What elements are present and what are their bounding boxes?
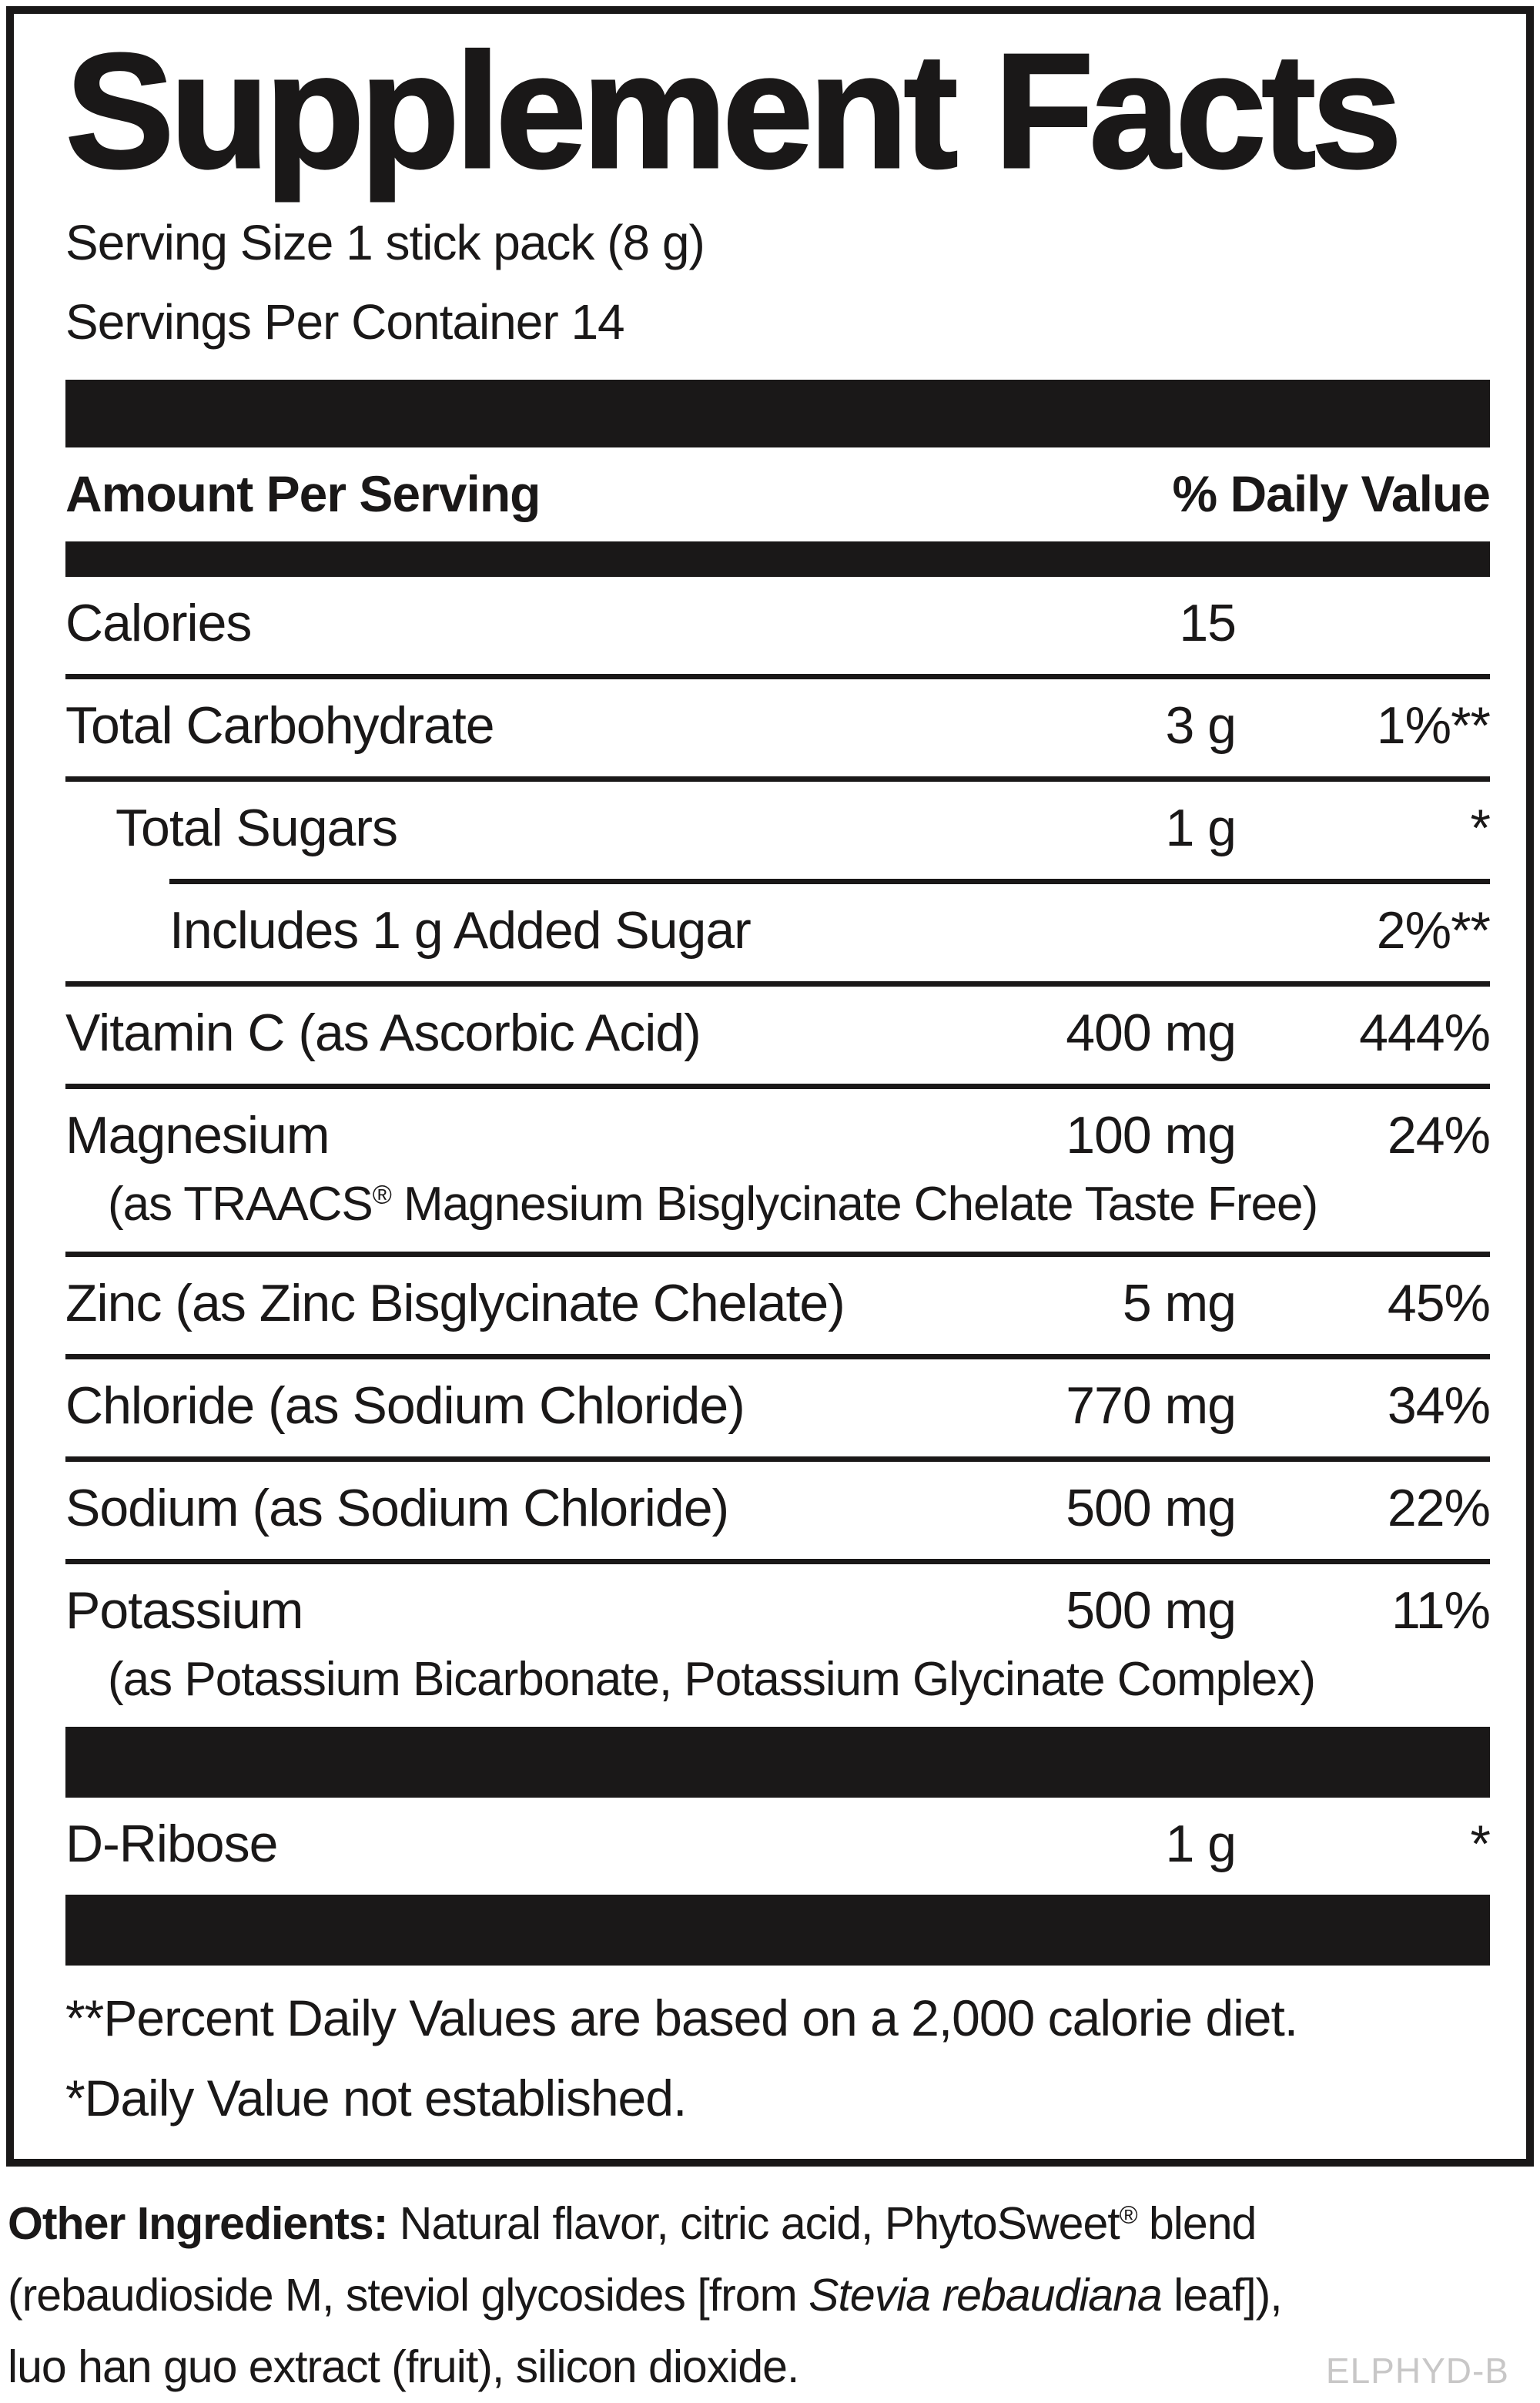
text-segment: Other Ingredients: bbox=[8, 2197, 400, 2249]
text-segment: leaf]), bbox=[1161, 2269, 1283, 2321]
row-divider bbox=[65, 1084, 1490, 1090]
nutrient-name: Chloride (as Sodium Chloride) bbox=[65, 1376, 745, 1436]
nutrient-row: Potassium 500 mg 11% bbox=[65, 1564, 1491, 1661]
nutrient-daily-value: * bbox=[1470, 1815, 1491, 1874]
other-ingredients-line-1: Other Ingredients: Natural flavor, citri… bbox=[8, 2188, 1529, 2260]
nutrient-daily-value: 444% bbox=[1359, 1004, 1491, 1063]
row-divider bbox=[65, 674, 1490, 680]
nutrient-row: Chloride (as Sodium Chloride) 770 mg 34% bbox=[65, 1359, 1491, 1456]
nutrient-daily-value: 34% bbox=[1387, 1376, 1491, 1436]
nutrient-amount: 1 g bbox=[1165, 799, 1237, 858]
nutrient-row: Sodium (as Sodium Chloride) 500 mg 22% bbox=[65, 1462, 1491, 1559]
amount-per-serving-header: Amount Per Serving bbox=[65, 465, 541, 523]
nutrient-amount: 15 bbox=[1179, 594, 1237, 653]
facts-box: Supplement Facts Serving Size 1 stick pa… bbox=[6, 6, 1534, 2167]
nutrient-amount: 100 mg bbox=[1066, 1106, 1237, 1165]
serving-size-text: Serving Size 1 stick pack (8 g) bbox=[65, 215, 705, 271]
nutrient-name: Potassium bbox=[65, 1581, 303, 1641]
text-segment: Stevia rebaudiana bbox=[808, 2269, 1163, 2321]
nutrient-name: Calories bbox=[65, 594, 252, 653]
nutrient-name: Zinc (as Zinc Bisglycinate Chelate) bbox=[65, 1274, 845, 1333]
other-ingredients-section: Other Ingredients: Natural flavor, citri… bbox=[8, 2188, 1529, 2403]
row-divider bbox=[65, 1354, 1490, 1360]
nutrient-row: Total Sugars 1 g * bbox=[65, 782, 1491, 879]
row-divider bbox=[65, 981, 1490, 987]
divider-bar-thick-mid bbox=[65, 1727, 1490, 1798]
footnotes: **Percent Daily Values are based on a 2,… bbox=[65, 1978, 1490, 2139]
text-segment: Natural flavor, citric acid, PhytoSweet bbox=[399, 2197, 1120, 2249]
text-segment: blend bbox=[1137, 2197, 1257, 2249]
servings-per-container-text: Servings Per Container 14 bbox=[65, 293, 625, 350]
d-ribose-row-container: D-Ribose 1 g * bbox=[65, 1798, 1491, 1895]
nutrient-daily-value: 24% bbox=[1387, 1106, 1491, 1165]
other-ingredients-line-2: (rebaudioside M, steviol glycosides [fro… bbox=[8, 2260, 1529, 2331]
nutrient-amount: 5 mg bbox=[1122, 1274, 1237, 1333]
nutrient-row: Total Carbohydrate 3 g 1%** bbox=[65, 679, 1491, 776]
row-divider bbox=[65, 776, 1490, 783]
label-title: Supplement Facts bbox=[65, 19, 1404, 202]
nutrient-row: Magnesium 100 mg 24% bbox=[65, 1089, 1491, 1186]
nutrient-row: D-Ribose 1 g * bbox=[65, 1798, 1491, 1895]
product-code: ELPHYD-B bbox=[1325, 2350, 1509, 2391]
nutrient-source-subline: (as TRAACS® Magnesium Bisglycinate Chela… bbox=[65, 1177, 1490, 1232]
nutrient-amount: 3 g bbox=[1165, 696, 1237, 756]
divider-bar-thick-top bbox=[65, 380, 1490, 448]
nutrient-row: Includes 1 g Added Sugar 2%** bbox=[65, 884, 1491, 981]
divider-bar-thick-bottom bbox=[65, 1895, 1490, 1966]
divider-bar-medium bbox=[65, 541, 1490, 578]
nutrient-amount: 500 mg bbox=[1066, 1479, 1237, 1538]
nutrient-name: D-Ribose bbox=[65, 1815, 278, 1874]
nutrient-daily-value: 22% bbox=[1387, 1479, 1491, 1538]
text-segment: ® bbox=[1119, 2200, 1138, 2228]
nutrient-name: Magnesium bbox=[65, 1106, 330, 1165]
nutrient-daily-value: * bbox=[1470, 799, 1491, 858]
nutrient-name: Includes 1 g Added Sugar bbox=[169, 901, 752, 960]
row-divider bbox=[65, 1456, 1490, 1463]
text-segment: luo han guo extract (fruit), silicon dio… bbox=[8, 2341, 799, 2392]
nutrient-name: Total Sugars bbox=[116, 799, 398, 858]
nutrient-name: Vitamin C (as Ascorbic Acid) bbox=[65, 1004, 701, 1063]
nutrient-name: Sodium (as Sodium Chloride) bbox=[65, 1479, 729, 1538]
daily-value-header: % Daily Value bbox=[1172, 465, 1491, 523]
nutrient-name: Total Carbohydrate bbox=[65, 696, 495, 756]
other-ingredients-line-3: luo han guo extract (fruit), silicon dio… bbox=[8, 2331, 1529, 2403]
nutrient-daily-value: 45% bbox=[1387, 1274, 1491, 1333]
nutrient-amount: 770 mg bbox=[1066, 1376, 1237, 1436]
text-segment: Magnesium Bisglycinate Chelate Taste Fre… bbox=[390, 1178, 1318, 1232]
nutrient-amount: 500 mg bbox=[1066, 1581, 1237, 1641]
footnote-daily-value-not-established: *Daily Value not established. bbox=[65, 2070, 687, 2127]
nutrient-daily-value: 2%** bbox=[1376, 901, 1491, 960]
text-segment: ® bbox=[372, 1180, 392, 1210]
row-divider bbox=[65, 1559, 1490, 1565]
row-divider bbox=[169, 879, 1490, 885]
text-segment: (rebaudioside M, steviol glycosides [fro… bbox=[8, 2269, 809, 2321]
nutrient-amount: 1 g bbox=[1165, 1815, 1237, 1874]
nutrient-row: Vitamin C (as Ascorbic Acid) 400 mg 444% bbox=[65, 987, 1491, 1084]
text-segment: (as TRAACS bbox=[108, 1178, 373, 1232]
nutrient-rows: Calories 15 Total Carbohydrate 3 g 1%** Total… bbox=[65, 577, 1491, 1707]
supplement-facts-label: Supplement Facts Serving Size 1 stick pa… bbox=[0, 6, 1540, 2403]
nutrient-row: Calories 15 bbox=[65, 577, 1490, 674]
nutrient-amount: 400 mg bbox=[1066, 1004, 1237, 1063]
column-header-row: Amount Per Serving % Daily Value bbox=[65, 447, 1491, 541]
serving-info: Serving Size 1 stick pack (8 g) Servings… bbox=[65, 203, 1490, 361]
nutrient-daily-value: 1%** bbox=[1376, 696, 1491, 756]
nutrient-source-subline: (as Potassium Bicarbonate, Potassium Gly… bbox=[108, 1653, 1316, 1707]
nutrient-row: Zinc (as Zinc Bisglycinate Chelate) 5 mg 4… bbox=[65, 1257, 1491, 1354]
nutrient-daily-value: 11% bbox=[1391, 1581, 1491, 1641]
footnote-percent-daily-values: **Percent Daily Values are based on a 2,… bbox=[65, 1989, 1298, 2047]
row-divider bbox=[65, 1252, 1490, 1258]
